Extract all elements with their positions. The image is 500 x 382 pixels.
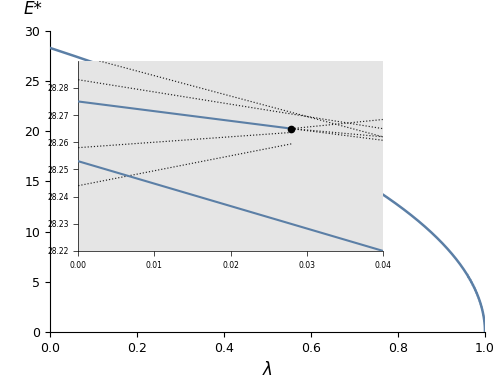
Y-axis label: E*: E* (23, 0, 42, 18)
X-axis label: λ: λ (262, 361, 272, 379)
